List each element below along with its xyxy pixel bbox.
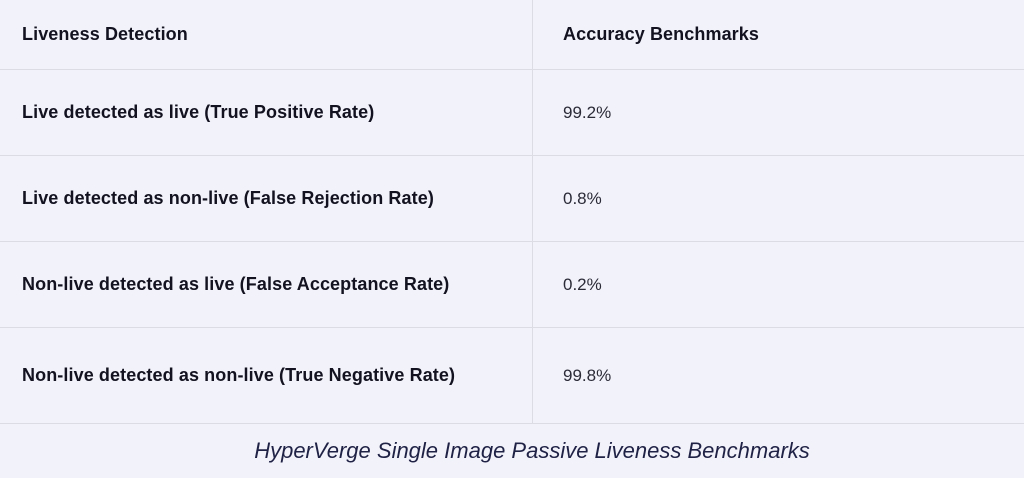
metric-value-true-negative-rate: 99.8% bbox=[563, 365, 612, 385]
metric-label-false-acceptance-rate: Non-live detected as live (False Accepta… bbox=[0, 242, 533, 327]
table-row: Live detected as non-live (False Rejecti… bbox=[0, 156, 1024, 242]
metric-value-true-positive-rate: 99.2% bbox=[563, 102, 612, 122]
metric-label-false-rejection-rate: Live detected as non-live (False Rejecti… bbox=[0, 156, 533, 241]
table-row: Non-live detected as non-live (True Nega… bbox=[0, 328, 1024, 424]
table-row: Live detected as live (True Positive Rat… bbox=[0, 70, 1024, 156]
metric-value-false-rejection-rate: 0.8% bbox=[563, 188, 602, 208]
table-caption: HyperVerge Single Image Passive Liveness… bbox=[0, 424, 1024, 478]
column-header-liveness-detection: Liveness Detection bbox=[0, 0, 533, 69]
metric-label-true-negative-rate: Non-live detected as non-live (True Nega… bbox=[0, 328, 533, 423]
liveness-benchmarks-table: Liveness Detection Accuracy Benchmarks L… bbox=[0, 0, 1024, 424]
metric-label-true-positive-rate: Live detected as live (True Positive Rat… bbox=[0, 70, 533, 155]
metric-value-false-acceptance-rate: 0.2% bbox=[563, 274, 602, 294]
table-header-row: Liveness Detection Accuracy Benchmarks bbox=[0, 0, 1024, 70]
table-row: Non-live detected as live (False Accepta… bbox=[0, 242, 1024, 328]
column-header-accuracy-benchmarks: Accuracy Benchmarks bbox=[563, 24, 760, 44]
caption-text: HyperVerge Single Image Passive Liveness… bbox=[254, 438, 810, 463]
